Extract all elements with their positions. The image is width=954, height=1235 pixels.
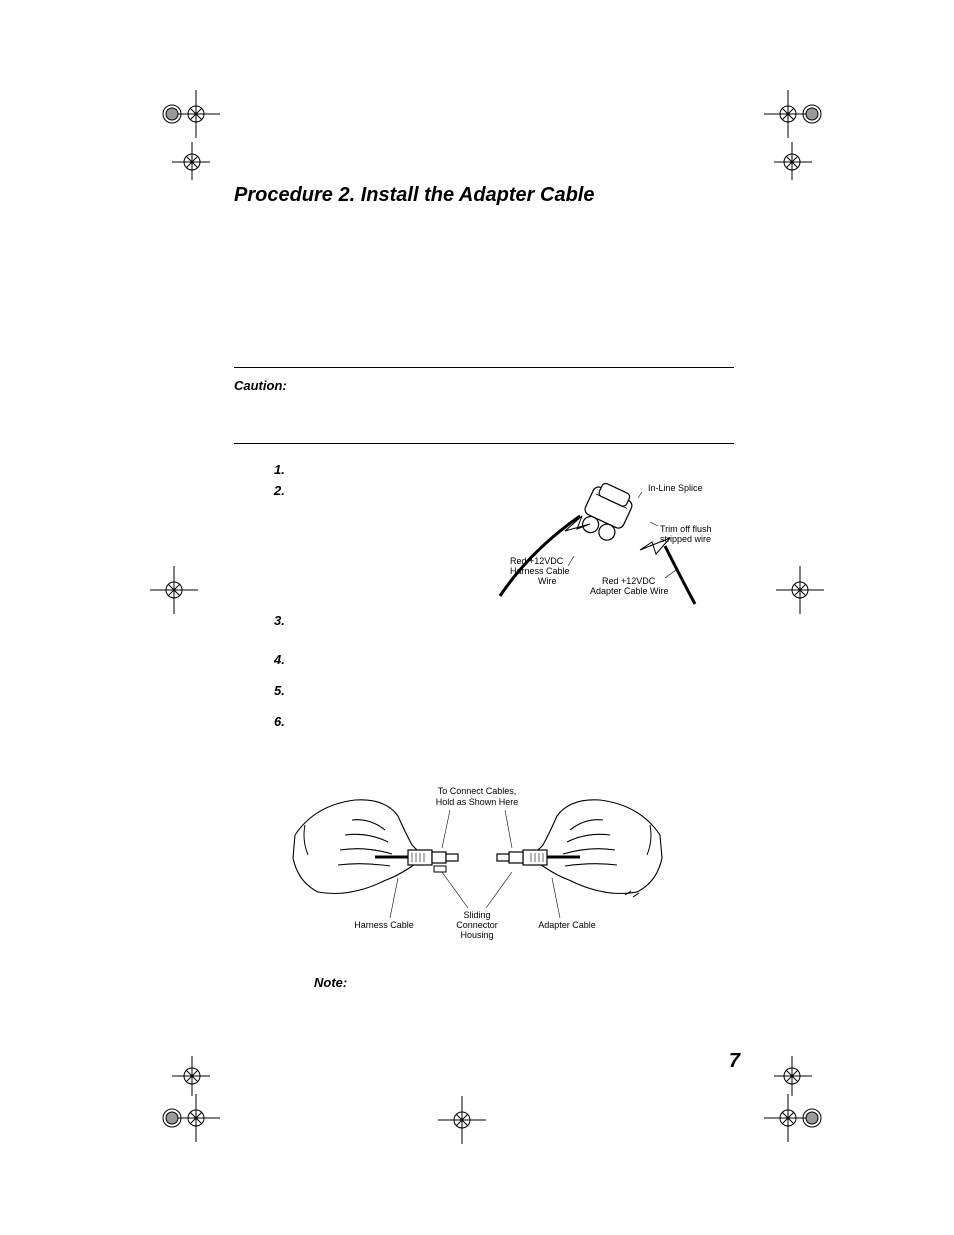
fig2-connect-label-2: Hold as Shown Here (436, 797, 519, 807)
crop-mark-ml (140, 560, 210, 620)
rule-bottom (234, 443, 734, 444)
crop-mark-tl (150, 70, 240, 180)
step-4: 4. (274, 652, 734, 667)
fig1-splice-label: In-Line Splice (648, 483, 703, 493)
step-6: 6. (274, 714, 734, 729)
crop-mark-bc (428, 1090, 498, 1150)
caution-label: Caution: (234, 378, 734, 393)
figure-hands: To Connect Cables, Hold as Shown Here Ha… (290, 780, 665, 960)
step-5: 5. (274, 683, 734, 698)
fig1-adapter-label-1: Red +12VDC (602, 576, 656, 586)
figure-splice: In-Line Splice Trim off flush stripped w… (490, 456, 740, 606)
fig2-adapter-label: Adapter Cable (538, 920, 596, 930)
fig1-adapter-label-2: Adapter Cable Wire (590, 586, 669, 596)
fig2-sliding-label-1: Sliding (463, 910, 490, 920)
rule-top (234, 367, 734, 368)
fig2-sliding-label-3: Housing (460, 930, 493, 940)
step-3: 3. (274, 613, 734, 628)
crop-mark-mr (766, 560, 836, 620)
fig2-harness-label: Harness Cable (354, 920, 414, 930)
fig1-harness-label-3: Wire (538, 576, 557, 586)
page-number: 7 (729, 1050, 740, 1073)
crop-mark-tr (744, 70, 834, 180)
fig2-connect-label-1: To Connect Cables, (438, 786, 517, 796)
crop-mark-br (744, 1052, 834, 1162)
fig1-trim-label-1: Trim off flush (660, 524, 712, 534)
fig1-trim-label-2: stripped wire (660, 534, 711, 544)
page-title: Procedure 2. Install the Adapter Cable (234, 184, 734, 207)
fig2-sliding-label-2: Connector (456, 920, 498, 930)
fig1-harness-label-1: Red +12VDC (510, 556, 564, 566)
fig1-harness-label-2: Harness Cable (510, 566, 570, 576)
crop-mark-bl (150, 1052, 240, 1162)
note-label: Note: (314, 975, 347, 990)
